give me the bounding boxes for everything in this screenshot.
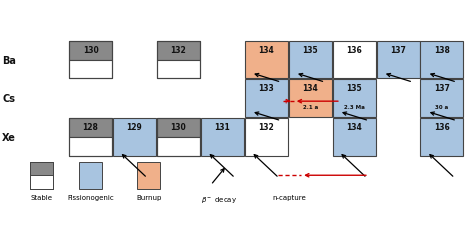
Bar	[245, 118, 288, 156]
Text: 132: 132	[258, 122, 274, 131]
Text: Stable: Stable	[30, 194, 52, 200]
Bar	[157, 42, 200, 79]
Bar	[29, 162, 53, 176]
Bar	[69, 42, 112, 79]
Text: Ba: Ba	[2, 55, 16, 65]
Bar	[29, 162, 53, 189]
Bar	[79, 162, 102, 189]
Text: 130: 130	[82, 45, 99, 54]
Bar	[420, 42, 464, 79]
Text: 30 a: 30 a	[435, 105, 448, 110]
Bar	[201, 118, 244, 156]
Text: Cs: Cs	[2, 94, 16, 104]
Text: 135: 135	[346, 84, 362, 93]
Bar	[333, 118, 375, 156]
Bar	[157, 137, 200, 156]
Text: 134: 134	[346, 122, 362, 131]
Bar	[420, 80, 464, 117]
Text: 131: 131	[214, 122, 230, 131]
Text: 2.3 Ma: 2.3 Ma	[344, 105, 365, 110]
Text: Fissionogenic: Fissionogenic	[67, 194, 114, 200]
Bar	[69, 137, 112, 156]
Bar	[69, 118, 112, 137]
Bar	[69, 42, 112, 60]
Text: 136: 136	[346, 45, 362, 54]
Bar	[157, 42, 200, 60]
Text: 134: 134	[258, 45, 274, 54]
Bar	[157, 60, 200, 79]
Text: 130: 130	[171, 122, 186, 131]
Text: 129: 129	[127, 122, 142, 131]
Bar	[245, 80, 288, 117]
Bar	[420, 118, 464, 156]
Bar	[157, 118, 200, 156]
Bar	[137, 162, 161, 189]
Text: 133: 133	[258, 84, 274, 93]
Bar	[376, 42, 419, 79]
Text: 128: 128	[82, 122, 99, 131]
Bar	[113, 118, 156, 156]
Bar	[333, 80, 375, 117]
Text: 135: 135	[302, 45, 318, 54]
Text: 136: 136	[434, 122, 450, 131]
Bar	[69, 118, 112, 156]
Text: 134: 134	[302, 84, 318, 93]
Bar	[157, 118, 200, 137]
Text: $\beta^-$ decay: $\beta^-$ decay	[201, 194, 237, 204]
Bar	[289, 42, 332, 79]
Bar	[245, 42, 288, 79]
Bar	[29, 176, 53, 189]
Text: 137: 137	[434, 84, 450, 93]
Text: Burnup: Burnup	[136, 194, 162, 200]
Bar	[333, 42, 375, 79]
Bar	[69, 60, 112, 79]
Text: 2.1 a: 2.1 a	[302, 105, 318, 110]
Bar	[289, 80, 332, 117]
Text: Xe: Xe	[2, 132, 16, 142]
Text: 138: 138	[434, 45, 450, 54]
Text: 137: 137	[390, 45, 406, 54]
Text: n-capture: n-capture	[273, 194, 306, 200]
Text: 132: 132	[171, 45, 186, 54]
